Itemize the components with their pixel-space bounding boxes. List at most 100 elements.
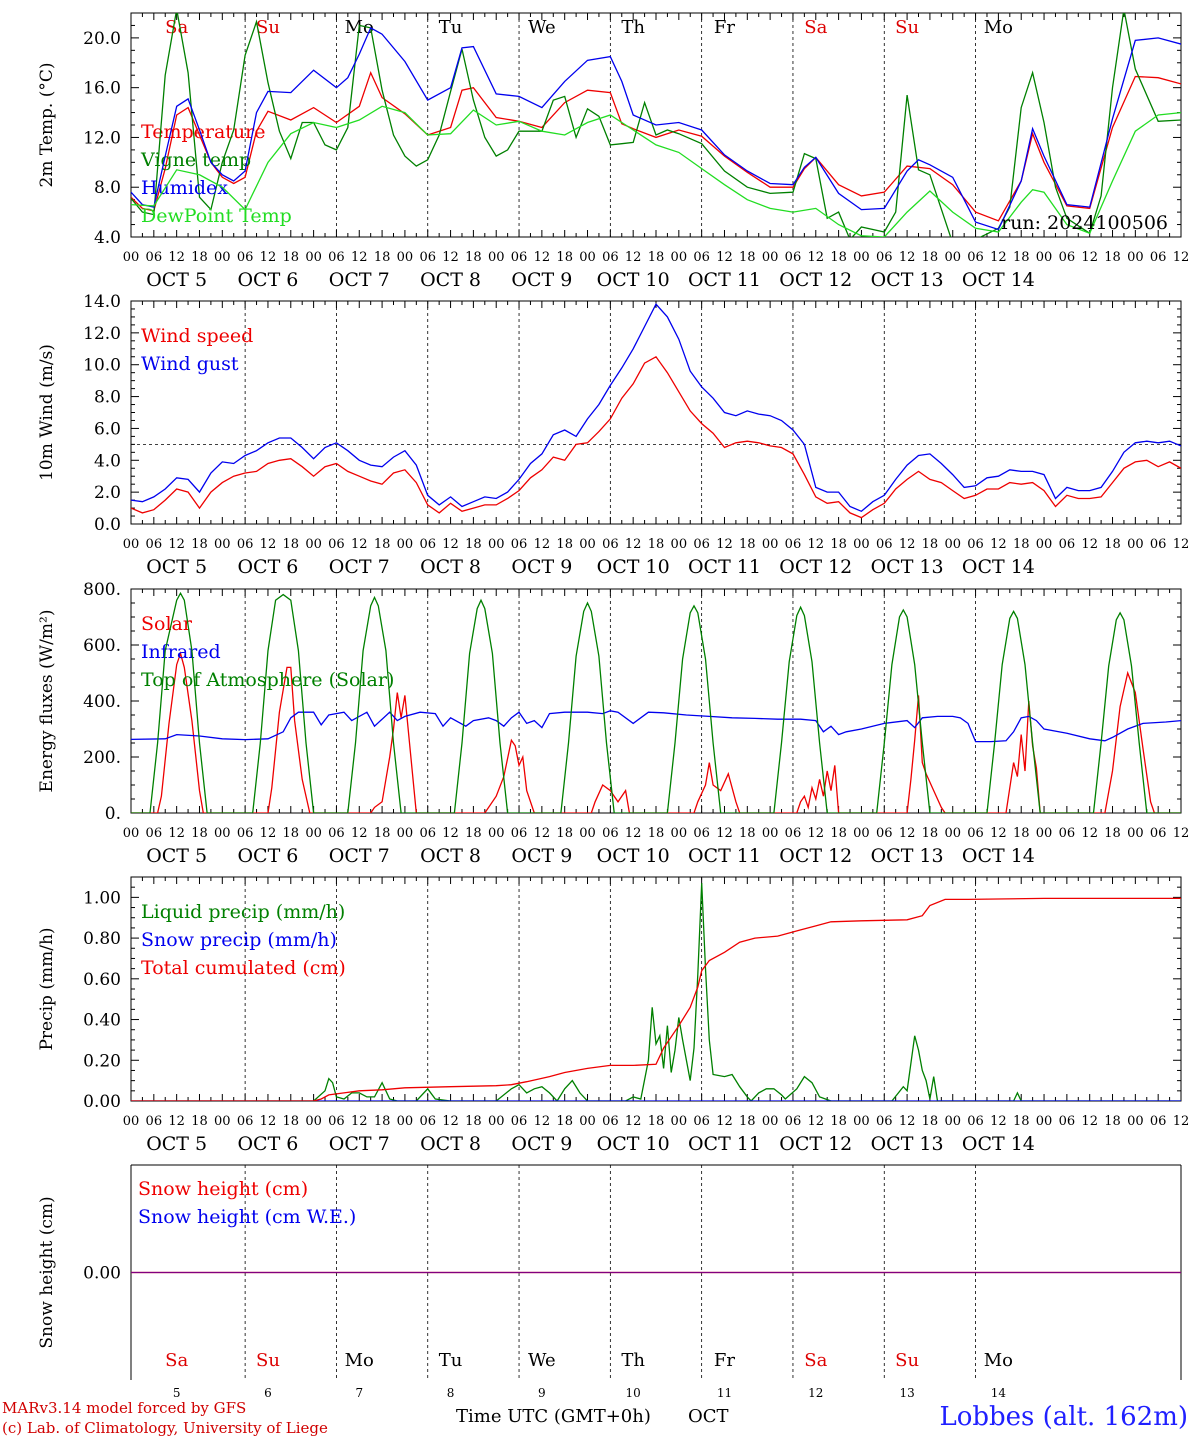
hour-tick-label: 18 xyxy=(556,826,573,841)
hour-tick-label: 00 xyxy=(123,537,140,552)
hour-tick-label: 06 xyxy=(419,250,436,265)
hour-tick-label: 00 xyxy=(671,537,688,552)
y-tick-label: 12.0 xyxy=(83,128,121,148)
y-tick-label: 12.0 xyxy=(83,324,121,344)
weekday-label: Mo xyxy=(984,17,1013,38)
hour-tick-label: 12 xyxy=(990,1114,1007,1129)
hour-tick-label: 06 xyxy=(967,537,984,552)
hour-tick-label: 06 xyxy=(693,1114,710,1129)
hour-tick-label: 00 xyxy=(579,826,596,841)
weekday-label: Th xyxy=(621,1350,645,1371)
hour-tick-label: 00 xyxy=(853,826,870,841)
day-number-label: 13 xyxy=(899,1386,914,1400)
weekday-label: Tu xyxy=(439,1350,463,1371)
hour-tick-label: 00 xyxy=(853,1114,870,1129)
legend-entry: Liquid precip (mm/h) xyxy=(141,901,345,923)
weekday-label: Mo xyxy=(984,1350,1013,1371)
hour-tick-label: 06 xyxy=(785,537,802,552)
hour-tick-label: 00 xyxy=(579,250,596,265)
y-axis-label: Precip (mm/h) xyxy=(37,927,57,1050)
weekday-label: Sa xyxy=(804,1350,827,1371)
y-tick-label: 20.0 xyxy=(83,29,121,49)
hour-tick-label: 18 xyxy=(739,826,756,841)
hour-tick-label: 06 xyxy=(328,250,345,265)
hour-tick-label: 06 xyxy=(785,250,802,265)
date-label: OCT 5 xyxy=(146,269,207,291)
hour-tick-label: 06 xyxy=(146,250,163,265)
hour-tick-label: 06 xyxy=(602,250,619,265)
date-label: OCT 5 xyxy=(146,556,207,578)
hour-tick-label: 00 xyxy=(488,826,505,841)
hour-tick-label: 00 xyxy=(1036,250,1053,265)
date-label: OCT 12 xyxy=(779,845,852,867)
panel-3: 0. 200. 400. 600. 800. Energy fluxes (W/m²) 00… xyxy=(37,580,1189,867)
hour-tick-label: 00 xyxy=(123,250,140,265)
hour-tick-label: 12 xyxy=(1081,250,1098,265)
hour-tick-label: 00 xyxy=(762,1114,779,1129)
weekday-label: Sa xyxy=(165,17,188,38)
hour-tick-label: 12 xyxy=(716,250,733,265)
hour-tick-label: 18 xyxy=(1104,1114,1121,1129)
hour-tick-label: 06 xyxy=(419,1114,436,1129)
date-label: OCT 7 xyxy=(329,269,390,291)
hour-tick-label: 00 xyxy=(579,1114,596,1129)
hour-tick-label: 12 xyxy=(260,537,277,552)
hour-tick-label: 06 xyxy=(1150,537,1167,552)
legend-entry: Infrared xyxy=(141,641,221,663)
hour-tick-label: 00 xyxy=(1127,826,1144,841)
hour-tick-label: 12 xyxy=(1173,250,1190,265)
y-tick-label: 1.00 xyxy=(83,888,121,908)
date-label: OCT 6 xyxy=(237,556,298,578)
hour-tick-label: 00 xyxy=(123,826,140,841)
legend-entry: DewPoint Temp xyxy=(141,205,292,227)
hour-tick-label: 00 xyxy=(214,250,231,265)
series-line-infrared xyxy=(131,710,1181,743)
hour-tick-label: 18 xyxy=(556,250,573,265)
hour-tick-label: 00 xyxy=(397,250,414,265)
hour-tick-label: 06 xyxy=(419,537,436,552)
hour-tick-label: 00 xyxy=(214,1114,231,1129)
hour-tick-label: 12 xyxy=(534,250,551,265)
date-label: OCT 9 xyxy=(511,845,572,867)
y-tick-label: 4.0 xyxy=(94,228,121,248)
date-label: OCT 7 xyxy=(329,556,390,578)
hour-tick-label: 12 xyxy=(442,537,459,552)
hour-tick-label: 12 xyxy=(168,1114,185,1129)
weekday-label: Su xyxy=(895,1350,919,1371)
weekday-label: Th xyxy=(621,17,645,38)
hour-tick-label: 06 xyxy=(237,1114,254,1129)
legend-entry: Snow height (cm) xyxy=(138,1178,308,1200)
hour-tick-label: 06 xyxy=(1059,537,1076,552)
date-label: OCT 7 xyxy=(329,1133,390,1155)
hour-tick-label: 06 xyxy=(511,826,528,841)
y-tick-label: 6.0 xyxy=(94,419,121,439)
hour-tick-label: 12 xyxy=(351,250,368,265)
hour-tick-label: 12 xyxy=(534,826,551,841)
panel-frame xyxy=(130,300,1182,525)
hour-tick-label: 06 xyxy=(967,826,984,841)
hour-tick-label: 12 xyxy=(899,826,916,841)
hour-tick-label: 06 xyxy=(876,250,893,265)
weekday-label: Su xyxy=(256,1350,280,1371)
hour-tick-label: 00 xyxy=(762,250,779,265)
legend-entry: Top of Atmosphere (Solar) xyxy=(141,669,394,691)
hour-tick-label: 12 xyxy=(899,1114,916,1129)
credit-model: MARv3.14 model forced by GFS xyxy=(2,1399,247,1417)
date-label: OCT 14 xyxy=(962,556,1035,578)
series-line-wind-gust xyxy=(131,303,1181,513)
hour-tick-label: 12 xyxy=(1081,1114,1098,1129)
hour-tick-label: 06 xyxy=(876,537,893,552)
series-line-humidex xyxy=(131,26,1181,231)
hour-tick-label: 18 xyxy=(830,826,847,841)
weekday-label: We xyxy=(528,1350,556,1371)
hour-tick-label: 12 xyxy=(1081,537,1098,552)
y-tick-label: 0.40 xyxy=(83,1011,121,1031)
hour-tick-label: 06 xyxy=(1059,250,1076,265)
legend-entry: Wind gust xyxy=(141,353,239,375)
hour-tick-label: 06 xyxy=(419,826,436,841)
hour-tick-label: 00 xyxy=(214,826,231,841)
date-label: OCT 9 xyxy=(511,1133,572,1155)
hour-tick-label: 06 xyxy=(693,250,710,265)
hour-tick-label: 06 xyxy=(1150,826,1167,841)
